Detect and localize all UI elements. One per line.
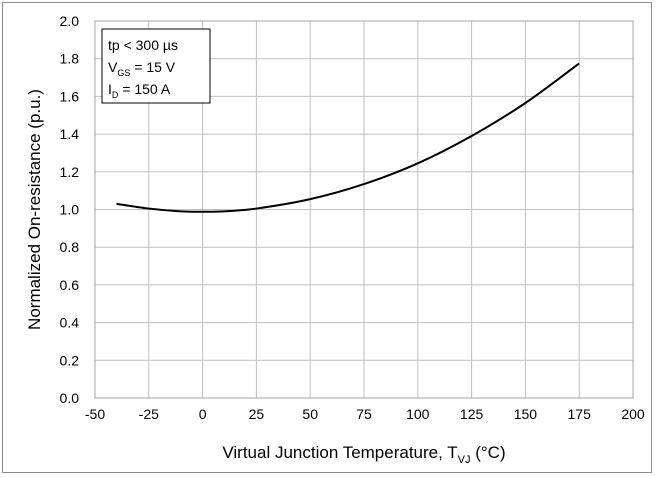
x-tick-label: 25 — [249, 406, 265, 422]
x-tick-labels: -50 -25 0 25 50 75 100 125 150 175 200 — [85, 406, 645, 422]
x-axis-label: Virtual Junction Temperature, TVJ (°C) — [222, 443, 505, 466]
annotation-box-border — [101, 28, 211, 104]
y-tick-label: 1.2 — [60, 164, 80, 180]
y-tick-label: 1.8 — [60, 51, 80, 67]
y-tick-label: 0.4 — [60, 315, 80, 331]
y-tick-label: 1.4 — [60, 126, 80, 142]
y-tick-labels: 0.0 0.2 0.4 0.6 0.8 1.0 1.2 1.4 1.6 1.8 2.0 — [60, 13, 80, 406]
x-tick-label: 200 — [621, 406, 645, 422]
x-tick-label: -25 — [139, 406, 159, 422]
series-line — [116, 62, 580, 213]
plot-area — [94, 20, 634, 399]
y-tick-label: 1.0 — [60, 202, 80, 218]
plot-border — [94, 20, 634, 399]
x-tick-label: 125 — [460, 406, 484, 422]
x-tick-label: 0 — [199, 406, 207, 422]
x-tick-label: 175 — [568, 406, 592, 422]
series-group — [116, 62, 580, 213]
annotation-box: tp < 300 µs VGS = 15 V ID = 150 A — [101, 28, 211, 104]
y-tick-label: 0.2 — [60, 352, 80, 368]
annotation-line: tp < 300 µs — [108, 37, 178, 53]
x-tick-label: 50 — [302, 406, 318, 422]
x-tick-label: 75 — [356, 406, 372, 422]
x-tick-label: 100 — [406, 406, 430, 422]
annotation-line: ID = 150 A — [108, 81, 171, 100]
y-tick-label: 2.0 — [60, 13, 80, 29]
y-tick-label: 0.0 — [60, 390, 80, 406]
x-tick-label: 150 — [514, 406, 538, 422]
y-tick-label: 0.6 — [60, 277, 80, 293]
annotation-line: VGS = 15 V — [108, 59, 176, 78]
x-tick-label: -50 — [85, 406, 105, 422]
y-axis-label: Normalized On-resistance (p.u.) — [25, 89, 44, 330]
y-tick-label: 0.8 — [60, 239, 80, 255]
y-tick-label: 1.6 — [60, 88, 80, 104]
